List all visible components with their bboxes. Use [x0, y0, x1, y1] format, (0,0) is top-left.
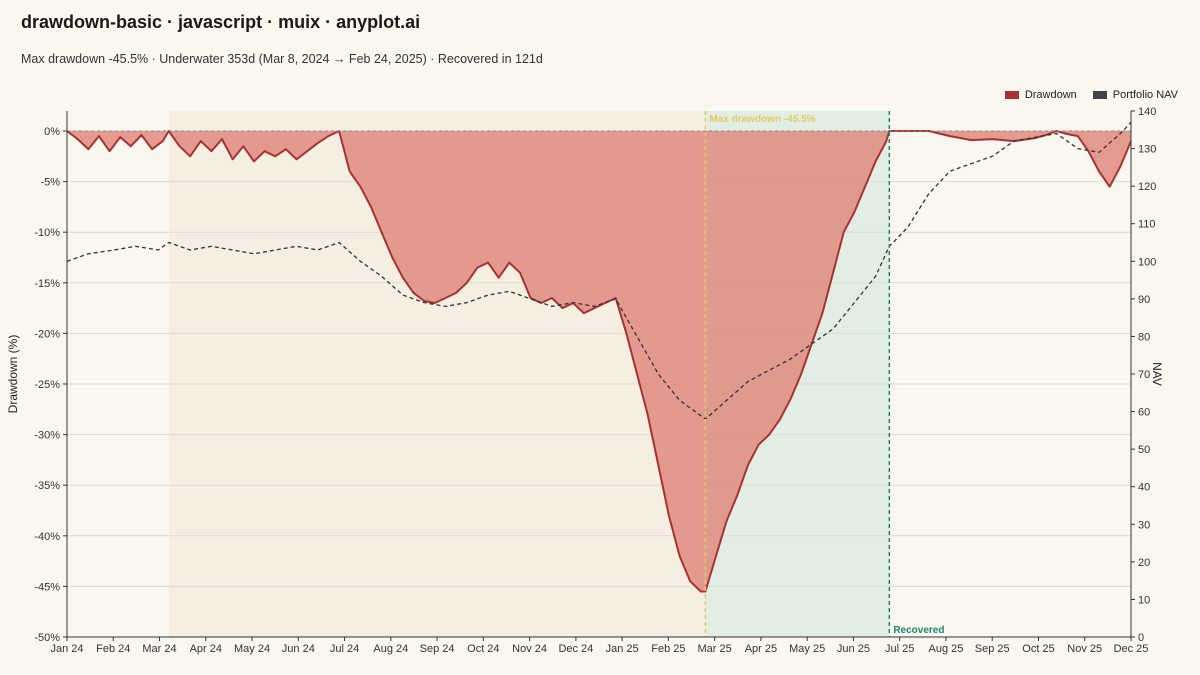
x-tick-label: Aug 25 [929, 643, 964, 655]
y-right-tick-label: 40 [1138, 482, 1150, 494]
y-right-tick-label: 20 [1138, 557, 1150, 569]
y-left-tick-label: 0% [44, 126, 60, 138]
x-tick-label: Nov 25 [1067, 643, 1102, 655]
legend-swatch-drawdown [1004, 91, 1019, 99]
x-tick-label: Sep 25 [975, 643, 1010, 655]
y-left-axis-title: Drawdown (%) [6, 335, 20, 414]
x-tick-label: Jan 24 [50, 643, 83, 655]
x-tick-label: Apr 25 [745, 643, 777, 655]
x-tick-label: Jun 25 [837, 643, 870, 655]
y-right-tick-label: 90 [1138, 294, 1150, 306]
y-left-tick-label: -30% [34, 430, 60, 442]
y-right-tick-label: 100 [1138, 256, 1156, 268]
y-left-tick-label: -35% [34, 480, 60, 492]
x-tick-label: May 24 [234, 643, 270, 655]
y-right-tick-label: 120 [1138, 181, 1156, 193]
x-tick-label: Feb 25 [651, 643, 685, 655]
legend-item-drawdown[interactable]: Drawdown [1004, 89, 1077, 101]
y-left-tick-label: -25% [34, 379, 60, 391]
x-tick-label: Dec 24 [558, 643, 593, 655]
x-tick-label: Dec 25 [1114, 643, 1149, 655]
y-right-tick-label: 10 [1138, 594, 1150, 606]
drawdown-line [66, 130, 1132, 593]
y-left-tick-label: -15% [34, 278, 60, 290]
legend-label-drawdown: Drawdown [1024, 89, 1077, 101]
x-tick-label: May 25 [789, 643, 825, 655]
legend-swatch-nav [1092, 91, 1107, 99]
y-left-tick-label: -40% [34, 531, 60, 543]
max-drawdown-annotation: Max drawdown -45.5% [709, 114, 815, 125]
nav-line [66, 121, 1132, 420]
y-left-tick-label: -45% [34, 581, 60, 593]
x-tick-label: Mar 25 [698, 643, 732, 655]
y-right-tick-label: 140 [1138, 106, 1156, 118]
x-tick-label: Jun 24 [282, 643, 315, 655]
legend-item-nav[interactable]: Portfolio NAV [1092, 89, 1178, 101]
x-tick-label: Oct 25 [1022, 643, 1054, 655]
x-tick-label: Jan 25 [606, 643, 639, 655]
recovered-annotation: Recovered [893, 625, 944, 636]
x-tick-label: Aug 24 [373, 643, 408, 655]
x-tick-label: Feb 24 [96, 643, 130, 655]
y-left-tick-label: -50% [34, 632, 60, 644]
x-tick-label: Jul 25 [885, 643, 914, 655]
y-right-tick-label: 60 [1138, 407, 1150, 419]
legend-label-nav: Portfolio NAV [1112, 89, 1178, 101]
x-tick-label: Mar 24 [142, 643, 176, 655]
y-left-tick-label: -5% [40, 177, 60, 189]
y-right-tick-label: 0 [1138, 632, 1144, 644]
x-tick-label: Sep 24 [420, 643, 455, 655]
chart-subtitle: Max drawdown -45.5% · Underwater 353d (M… [21, 52, 543, 66]
x-tick-label: Oct 24 [467, 643, 499, 655]
y-right-tick-label: 80 [1138, 331, 1150, 343]
y-left-tick-label: -20% [34, 328, 60, 340]
y-right-tick-label: 110 [1138, 219, 1156, 231]
x-tick-label: Apr 24 [190, 643, 222, 655]
y-right-tick-label: 70 [1138, 369, 1150, 381]
x-tick-label: Jul 24 [330, 643, 359, 655]
y-right-axis-title: NAV [1150, 362, 1164, 386]
chart-title: drawdown-basic · javascript · muix · any… [21, 12, 421, 32]
y-right-tick-label: 50 [1138, 444, 1150, 456]
y-right-tick-label: 130 [1138, 144, 1156, 156]
chart-legend: Drawdown Portfolio NAV [1004, 89, 1178, 101]
drawdown-area [67, 131, 1131, 592]
y-left-tick-label: -10% [34, 227, 60, 239]
y-right-tick-label: 30 [1138, 519, 1150, 531]
x-tick-label: Nov 24 [512, 643, 547, 655]
